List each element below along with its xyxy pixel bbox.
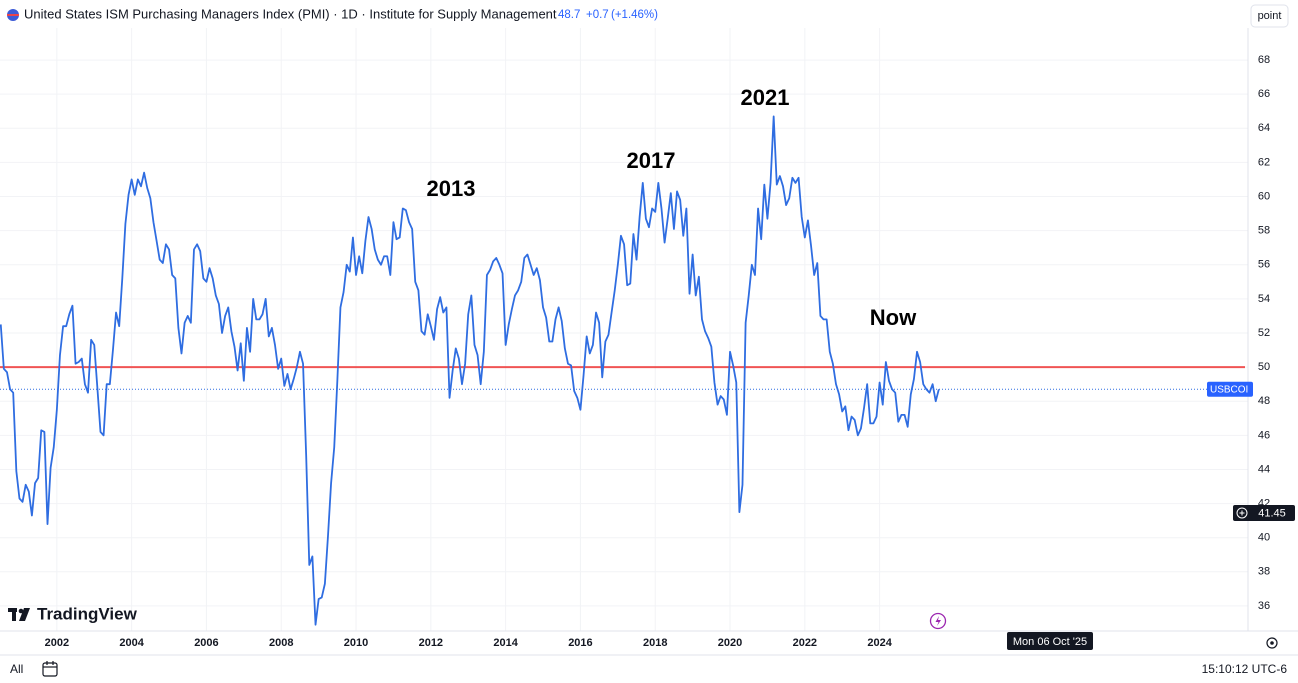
- annotation: 2021: [741, 85, 790, 110]
- plot: [0, 115, 1245, 626]
- y-tick-label: 46: [1258, 429, 1270, 441]
- settings-icon[interactable]: [1266, 637, 1278, 649]
- settings-icon-dot: [1270, 641, 1274, 645]
- logo-mark: [8, 608, 30, 621]
- y-tick-label: 42: [1258, 497, 1270, 509]
- chart-title: United States ISM Purchasing Managers In…: [24, 6, 557, 21]
- crosshair-price: 41.45: [1258, 507, 1286, 519]
- y-tick-label: 60: [1258, 190, 1270, 202]
- price-label: 48.7: [1259, 384, 1280, 396]
- series-line: [0, 115, 940, 626]
- crosshair-add-plus: [1239, 510, 1245, 516]
- x-tick-label: 2008: [269, 637, 293, 649]
- calendar-icon[interactable]: [42, 661, 58, 677]
- range-button[interactable]: All: [10, 662, 23, 676]
- x-tick-label: 2016: [568, 637, 592, 649]
- y-tick-label: 48: [1258, 395, 1270, 407]
- x-tick-label: 2018: [643, 637, 667, 649]
- y-tick-label: 58: [1258, 225, 1270, 237]
- y-tick-label: 36: [1258, 600, 1270, 612]
- crosshair-date-bg: [1007, 632, 1093, 650]
- event-icon-bolt: [935, 616, 941, 626]
- crosshair-price-bg: [1233, 504, 1295, 521]
- y-tick-label: 64: [1258, 122, 1270, 134]
- y-tick-label: 44: [1258, 463, 1270, 475]
- price-change-pct: (+1.46%): [611, 9, 658, 21]
- logo-text: TradingView: [37, 604, 138, 623]
- annotation: Now: [870, 305, 917, 330]
- y-tick-label: 68: [1258, 54, 1270, 66]
- x-tick-label: 2014: [493, 637, 518, 649]
- symbol-label: USBCOI: [1210, 384, 1248, 395]
- x-tick-label: 2020: [718, 637, 742, 649]
- x-tick-label: 2010: [344, 637, 368, 649]
- price-label-bg: [1207, 381, 1253, 397]
- y-tick-label: 40: [1258, 532, 1270, 544]
- crosshair-date: Mon 06 Oct '25: [1013, 636, 1087, 648]
- x-tick-label: 2002: [45, 637, 69, 649]
- flag-stripe: [7, 14, 19, 16]
- last-price: 48.7: [558, 9, 580, 21]
- x-tick-label: 2012: [419, 637, 443, 649]
- scale-button-label[interactable]: point: [1258, 10, 1282, 22]
- x-tick-label: 2022: [793, 637, 817, 649]
- y-tick-label: 52: [1258, 327, 1270, 339]
- y-tick-label: 54: [1258, 293, 1270, 305]
- annotation: 2013: [427, 176, 476, 201]
- x-tick-label: 2024: [867, 637, 892, 649]
- x-tick-label: 2004: [119, 637, 144, 649]
- y-tick-label: 56: [1258, 259, 1270, 271]
- annotation: 2017: [627, 148, 676, 173]
- crosshair-add-icon: [1236, 507, 1248, 519]
- y-tick-label: 38: [1258, 566, 1270, 578]
- scale-button[interactable]: [1250, 4, 1289, 28]
- event-icon[interactable]: [929, 612, 947, 630]
- y-tick-label: 66: [1258, 88, 1270, 100]
- clock: 15:10:12 UTC-6: [1202, 662, 1288, 676]
- y-tick-label: 62: [1258, 156, 1270, 168]
- price-change: +0.7: [586, 9, 609, 21]
- x-tick-label: 2006: [194, 637, 218, 649]
- grid: [0, 28, 1248, 631]
- y-tick-label: 50: [1258, 361, 1270, 373]
- overlay: USBCOI 48.7 41.45 Mon 06 Oct '25: [0, 381, 1295, 650]
